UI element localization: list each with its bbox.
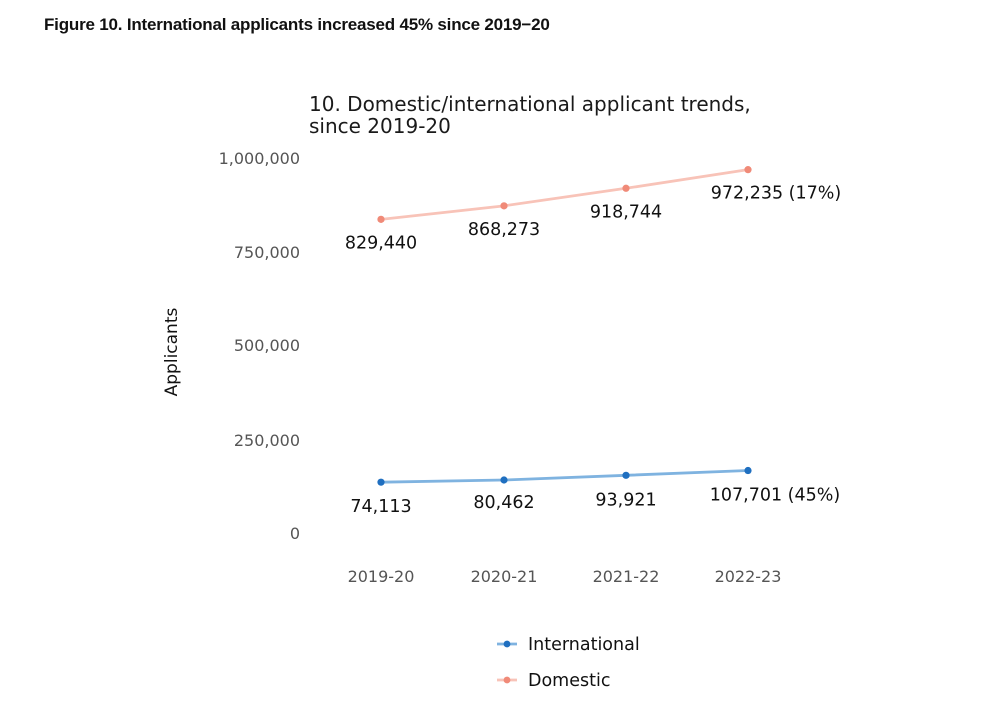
y-axis: 0 250,000 500,000 750,000 1,000,000 Applicant… xyxy=(162,149,300,543)
legend-label: International xyxy=(528,635,640,655)
y-axis-title: Applicants xyxy=(162,307,182,396)
chart-title: 10. Domestic/international applicant tre… xyxy=(309,92,751,138)
series-domestic: 829,440 868,273 918,744 972,235 (17%) xyxy=(345,166,841,253)
data-point xyxy=(622,184,630,192)
data-label: 93,921 xyxy=(595,490,656,510)
legend: International Domestic xyxy=(497,635,640,691)
data-label: 918,744 xyxy=(590,202,662,222)
y-tick-label: 0 xyxy=(290,524,300,543)
data-label: 107,701 (45%) xyxy=(710,486,840,506)
x-tick-label: 2022-23 xyxy=(715,567,782,586)
series-layer: 74,113 80,462 93,921 107,701 (45%) 829,440 86… xyxy=(345,166,841,517)
data-point xyxy=(377,215,385,223)
chart-title-line: since 2019-20 xyxy=(309,114,451,138)
series-international: 74,113 80,462 93,921 107,701 (45%) xyxy=(350,466,840,517)
legend-label: Domestic xyxy=(528,671,610,691)
data-label: 868,273 xyxy=(468,220,540,240)
legend-swatch-point xyxy=(503,640,511,648)
y-tick-label: 250,000 xyxy=(234,431,300,450)
x-tick-label: 2019-20 xyxy=(348,567,415,586)
data-point xyxy=(377,478,385,486)
y-tick-label: 500,000 xyxy=(234,336,300,355)
data-point xyxy=(744,466,752,475)
data-point xyxy=(622,471,630,479)
x-tick-label: 2021-22 xyxy=(593,567,660,586)
series-line xyxy=(379,168,750,221)
data-point xyxy=(500,202,508,210)
data-point xyxy=(500,476,508,484)
series-line xyxy=(379,469,750,484)
legend-swatch-point xyxy=(503,676,511,684)
y-tick-label: 750,000 xyxy=(234,243,300,262)
y-tick-label: 1,000,000 xyxy=(219,149,300,168)
legend-item-international: International xyxy=(497,635,640,655)
data-label: 829,440 xyxy=(345,233,417,253)
legend-item-domestic: Domestic xyxy=(497,671,610,691)
x-axis: 2019-20 2020-21 2021-22 2022-23 xyxy=(348,567,782,586)
data-label: 80,462 xyxy=(473,493,534,513)
data-label: 74,113 xyxy=(350,497,411,517)
chart-title-line: 10. Domestic/international applicant tre… xyxy=(309,92,751,116)
figure-caption: Figure 10. International applicants incr… xyxy=(44,15,550,34)
data-label: 972,235 (17%) xyxy=(711,184,841,204)
data-point xyxy=(744,166,752,174)
x-tick-label: 2020-21 xyxy=(471,567,538,586)
